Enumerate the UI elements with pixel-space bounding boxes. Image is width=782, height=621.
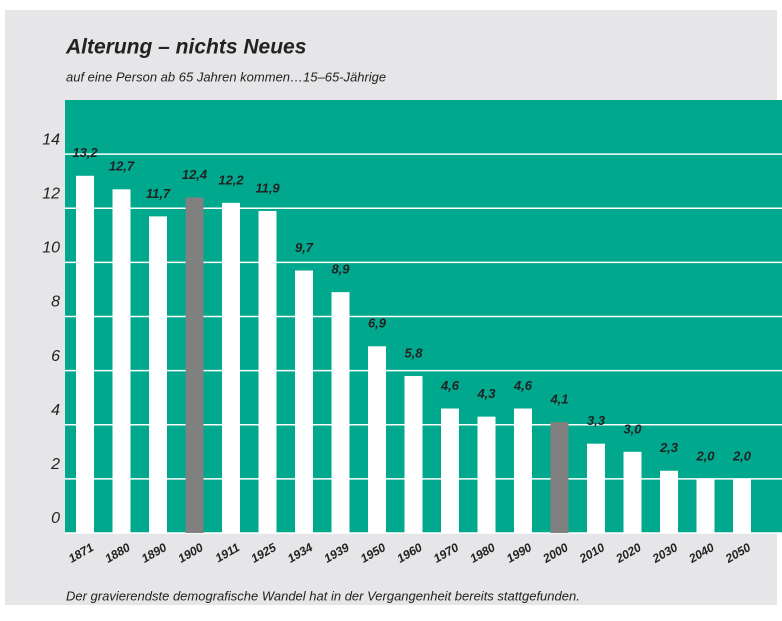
bar — [623, 451, 642, 533]
value-label: 4,3 — [476, 386, 496, 401]
value-label: 6,9 — [368, 316, 387, 331]
value-label: 2,3 — [659, 440, 679, 455]
bar — [185, 197, 204, 534]
y-tick-label: 2 — [50, 456, 60, 473]
chart-note: Der gravierendste demografische Wandel h… — [66, 588, 580, 603]
bar — [587, 443, 605, 533]
value-label: 11,7 — [146, 186, 171, 201]
y-tick-label: 0 — [51, 510, 60, 527]
value-label: 13,2 — [72, 145, 98, 160]
bar — [477, 416, 496, 533]
chart-subtitle: auf eine Person ab 65 Jahren kommen…15–6… — [66, 69, 386, 84]
chart-title: Alterung – nichts Neues — [65, 36, 306, 59]
bar — [258, 210, 277, 534]
value-label: 4,1 — [549, 391, 568, 406]
bar — [514, 408, 532, 533]
bar — [368, 346, 386, 533]
value-label: 4,6 — [440, 378, 460, 393]
value-label: 12,4 — [182, 167, 208, 182]
bar — [76, 175, 94, 533]
bar — [660, 470, 678, 533]
y-tick-label: 12 — [42, 185, 60, 202]
value-label: 2,0 — [732, 448, 752, 463]
value-label: 12,2 — [218, 172, 244, 187]
bar — [733, 478, 751, 533]
value-label: 8,9 — [331, 262, 350, 277]
value-label: 3,3 — [587, 413, 606, 428]
value-label: 4,6 — [513, 378, 533, 393]
y-tick-label: 8 — [51, 294, 60, 311]
bar — [404, 376, 423, 533]
bar — [112, 189, 131, 533]
bar — [550, 422, 569, 533]
value-label: 12,7 — [109, 159, 135, 174]
value-label: 9,7 — [295, 240, 314, 255]
bar — [696, 478, 715, 533]
y-tick-label: 10 — [42, 240, 60, 257]
y-tick-label: 4 — [51, 402, 60, 419]
value-label: 11,9 — [255, 180, 280, 195]
bar — [149, 216, 167, 533]
value-label: 5,8 — [404, 345, 423, 360]
value-label: 3,0 — [623, 421, 642, 436]
bar — [222, 202, 240, 533]
value-label: 2,0 — [695, 448, 715, 463]
bar — [295, 270, 313, 533]
y-tick-label: 6 — [51, 348, 60, 365]
y-tick-label: 14 — [42, 131, 60, 148]
bar — [331, 292, 350, 533]
bar — [441, 408, 459, 533]
